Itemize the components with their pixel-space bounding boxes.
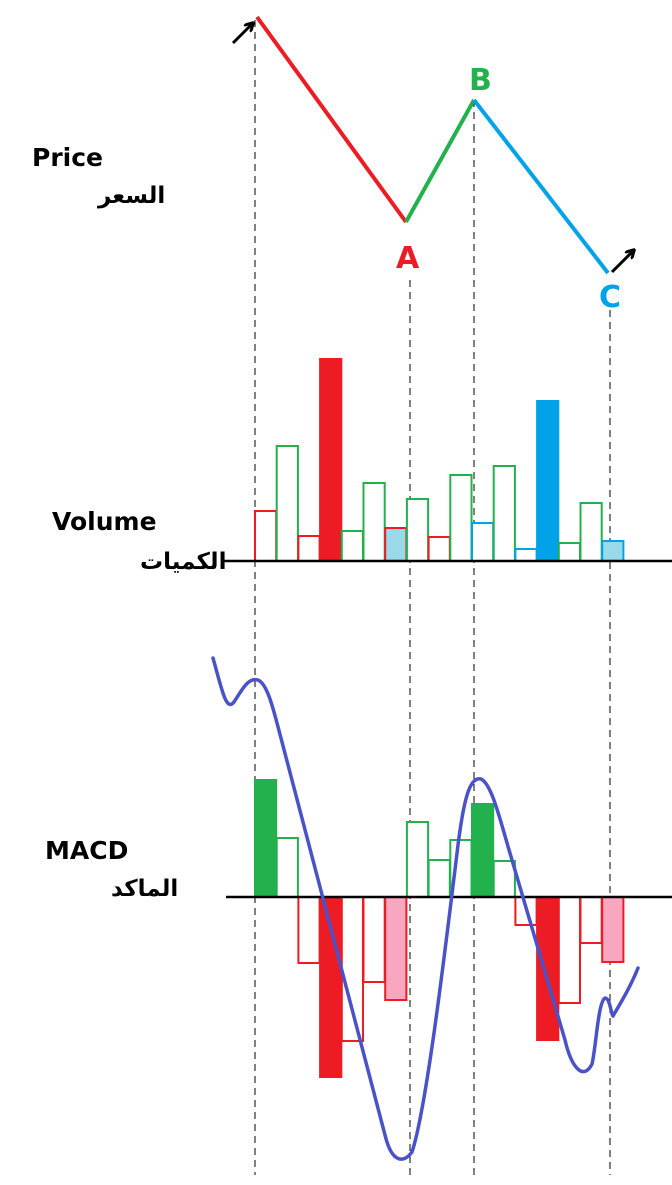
- volume-bar-10: [449, 474, 473, 562]
- macd-bar-7: [384, 896, 408, 1001]
- price-label-arabic: السعر: [97, 183, 165, 209]
- macd-bar-6: [362, 896, 386, 983]
- volume-bar-9: [427, 536, 451, 562]
- macd-bar-1: [254, 779, 278, 898]
- volume-bar-15: [557, 542, 581, 562]
- macd-bar-2: [275, 837, 299, 898]
- macd-label-arabic: الماكد: [111, 876, 178, 902]
- volume-bar-3: [297, 535, 321, 562]
- price-leg-down-blue: [472, 98, 610, 275]
- point-c-label: C: [599, 280, 621, 315]
- macd-bar-8: [405, 821, 430, 898]
- volume-label: Volume: [52, 507, 157, 536]
- volume-bar-4: [319, 358, 343, 562]
- volume-bar-1: [254, 510, 278, 562]
- end-arrow: [610, 251, 633, 274]
- volume-bar-5: [340, 530, 364, 562]
- macd-bar-16: [579, 896, 603, 944]
- volume-bar-7: [384, 527, 408, 562]
- macd-bar-5: [340, 896, 364, 1042]
- macd-histogram: [254, 779, 625, 1078]
- volume-bar-17: [601, 540, 625, 562]
- volume-bar-13: [514, 548, 538, 562]
- volume-bar-12: [492, 465, 516, 562]
- macd-bar-12: [492, 860, 516, 898]
- macd-bar-17: [601, 896, 625, 963]
- macd-bar-14: [536, 896, 560, 1041]
- volume-bar-14: [536, 400, 560, 562]
- macd-bar-11: [471, 803, 495, 898]
- volume-bar-8: [405, 498, 430, 562]
- start-arrow: [231, 24, 252, 45]
- macd-bar-15: [557, 896, 581, 1004]
- volume-label-arabic: الكميات: [140, 549, 226, 575]
- guide-lines: [254, 20, 611, 1175]
- macd-label: MACD: [45, 836, 128, 865]
- point-b-label: B: [469, 63, 492, 98]
- macd-bar-3: [297, 896, 321, 964]
- price-label: Price: [32, 143, 103, 172]
- price-leg-up-green: [404, 99, 476, 223]
- macd-signal-line: [211, 656, 640, 1161]
- volume-bar-16: [579, 502, 603, 562]
- price-leg-down-red: [255, 15, 408, 224]
- volume-bar-6: [362, 482, 386, 562]
- volume-bar-2: [275, 445, 299, 562]
- point-a-label: A: [396, 241, 420, 276]
- volume-bars: [254, 358, 625, 562]
- volume-bar-11: [471, 522, 495, 562]
- macd-bar-9: [427, 859, 451, 898]
- price-path: A B C: [231, 15, 633, 315]
